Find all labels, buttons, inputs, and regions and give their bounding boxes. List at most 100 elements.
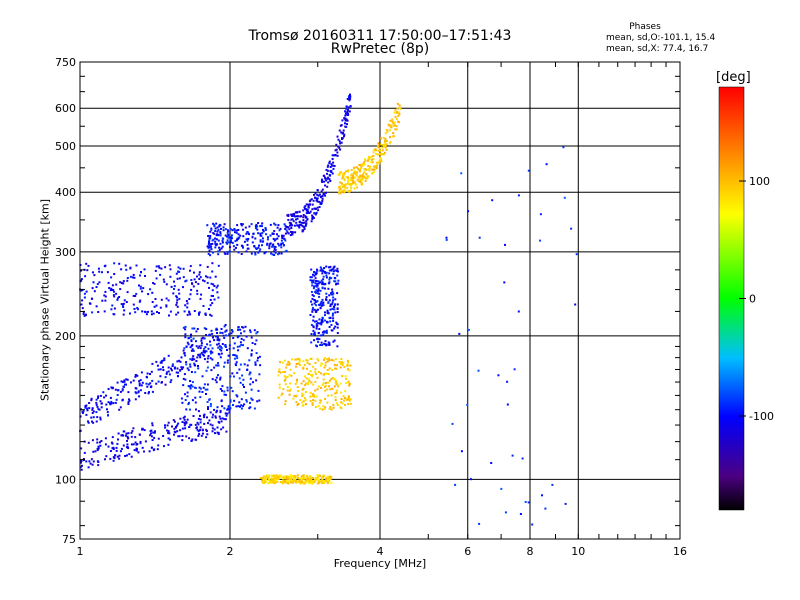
echo-point <box>478 236 481 239</box>
echo-point <box>220 227 222 230</box>
echo-point <box>215 328 218 331</box>
echo-point <box>309 391 312 394</box>
echo-point <box>334 154 337 157</box>
echo-point <box>124 264 127 267</box>
echo-point <box>209 235 212 237</box>
echo-point <box>372 154 375 157</box>
echo-point <box>291 231 294 233</box>
echo-point <box>100 440 103 442</box>
echo-point <box>95 401 98 404</box>
echo-point <box>200 342 203 345</box>
echo-point <box>182 366 185 369</box>
echo-point <box>364 177 367 180</box>
echo-point <box>291 480 294 483</box>
echo-point <box>242 339 245 342</box>
echo-point <box>163 445 165 448</box>
echo-point <box>357 176 360 179</box>
echo-point <box>206 433 209 436</box>
echo-point <box>156 311 158 313</box>
echo-point <box>330 303 333 306</box>
echo-point <box>238 401 241 404</box>
echo-point <box>310 276 313 279</box>
echo-point <box>182 276 185 279</box>
echo-point <box>237 328 239 331</box>
echo-point <box>364 168 367 170</box>
echo-point <box>136 306 139 309</box>
echo-point <box>173 280 175 283</box>
echo-point <box>138 384 141 387</box>
echo-point <box>109 402 111 405</box>
echo-point <box>186 418 189 421</box>
echo-point <box>170 367 172 370</box>
echo-point <box>360 165 363 168</box>
echo-point <box>344 114 347 117</box>
echo-point <box>110 287 113 290</box>
echo-point <box>88 402 91 404</box>
echo-point <box>298 223 301 226</box>
echo-point <box>248 359 251 362</box>
echo-point <box>134 295 137 297</box>
echo-point <box>183 347 186 350</box>
echo-point <box>311 214 314 217</box>
echo-point <box>234 363 237 366</box>
echo-point <box>281 476 284 479</box>
echo-point <box>289 230 292 233</box>
echo-point <box>308 363 311 366</box>
echo-point <box>329 265 332 268</box>
echo-point <box>203 347 206 350</box>
echo-point <box>279 361 282 364</box>
echo-point <box>250 223 253 226</box>
echo-point <box>220 347 223 350</box>
echo-point <box>153 305 156 308</box>
echo-point <box>182 349 185 352</box>
echo-point <box>208 419 211 422</box>
echo-point <box>364 159 367 162</box>
echo-point <box>323 330 326 333</box>
echo-point <box>206 360 209 363</box>
echo-point <box>304 384 307 387</box>
echo-point <box>228 347 231 350</box>
echo-point <box>135 264 138 267</box>
echo-point <box>125 301 128 303</box>
echo-point <box>232 404 234 406</box>
echo-point <box>305 203 308 206</box>
echo-point <box>81 307 84 310</box>
echo-point <box>327 394 330 397</box>
echo-point <box>218 225 221 228</box>
echo-point <box>113 290 115 293</box>
echo-point <box>287 213 290 216</box>
echo-point <box>342 361 345 364</box>
echo-point <box>213 225 216 228</box>
echo-point <box>333 303 336 306</box>
echo-point <box>203 422 206 425</box>
echo-point <box>383 151 386 154</box>
echo-point <box>216 409 218 412</box>
echo-point <box>231 237 233 240</box>
echo-point <box>302 477 305 480</box>
echo-point <box>200 434 203 437</box>
echo-point <box>169 275 172 278</box>
echo-point <box>265 233 268 236</box>
echo-point <box>311 284 314 287</box>
echo-point <box>201 391 204 393</box>
echo-point <box>303 226 306 229</box>
echo-point <box>281 242 284 245</box>
echo-point <box>175 371 178 374</box>
echo-point <box>257 222 260 224</box>
echo-point <box>347 398 350 401</box>
echo-point <box>210 329 213 332</box>
echo-point <box>380 137 383 140</box>
x-tick-label: 4 <box>377 545 384 558</box>
echo-point <box>188 437 191 440</box>
echo-point <box>216 426 219 429</box>
echo-point <box>216 337 219 340</box>
echo-point <box>132 303 135 306</box>
echo-point <box>268 245 271 248</box>
echo-point <box>214 240 217 243</box>
echo-point <box>176 430 179 433</box>
echo-point <box>295 215 298 218</box>
echo-point <box>79 429 82 432</box>
echo-point <box>228 408 231 411</box>
echo-point <box>190 340 193 343</box>
echo-point <box>344 404 346 406</box>
